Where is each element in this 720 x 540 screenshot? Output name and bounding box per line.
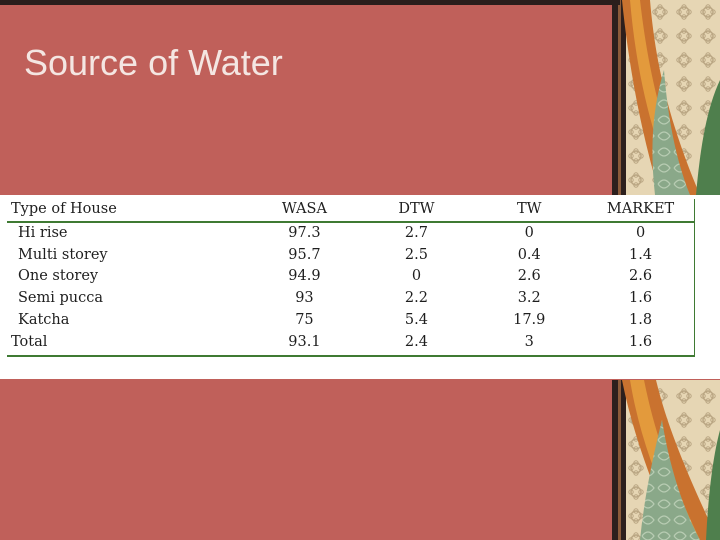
row-label: Hi rise — [18, 225, 68, 241]
header-tw: TW — [472, 199, 587, 223]
water-source-table: Type of House WASA DTW TW MARKET Hi rise… — [7, 199, 695, 357]
cell-market: 1.6 — [586, 331, 695, 357]
row-label: Multi storey — [18, 246, 108, 263]
cell-tw: 0.4 — [517, 246, 541, 263]
cell-dtw: 0 — [411, 268, 422, 285]
table-right-border — [694, 199, 695, 355]
cell-dtw: 2.5 — [404, 246, 428, 263]
header-type-of-house: Type of House — [7, 199, 249, 223]
slide-title: Source of Water — [24, 42, 283, 83]
table-header-row: Type of House WASA DTW TW MARKET — [7, 199, 695, 223]
row-label: Semi pucca — [18, 290, 104, 307]
cell-tw: 3 — [472, 331, 587, 357]
cell-tw: 0 — [524, 225, 534, 241]
cell-wasa: 93 — [295, 290, 314, 307]
cell-market: 1.6 — [629, 290, 653, 307]
table-row: One storey 94.9 0 2.6 2.6 — [7, 266, 695, 288]
cell-dtw: 2.4 — [360, 331, 473, 357]
row-label-total: Total — [7, 331, 249, 357]
cell-wasa: 75 — [295, 311, 314, 328]
cell-tw: 2.6 — [517, 268, 541, 285]
cell-dtw: 5.4 — [404, 311, 428, 328]
cell-market: 2.6 — [629, 268, 653, 285]
header-dtw: DTW — [360, 199, 473, 223]
cell-market: 1.8 — [629, 311, 653, 328]
table-row: Katcha 75 5.4 17.9 1.8 — [7, 310, 695, 332]
cell-wasa: 93.1 — [248, 331, 361, 357]
table-panel: Type of House WASA DTW TW MARKET Hi rise… — [0, 195, 720, 379]
row-label: Katcha — [18, 311, 70, 328]
cell-market: 0 — [635, 225, 646, 241]
table-row: Multi storey 95.7 2.5 0.4 1.4 — [7, 245, 695, 267]
cell-dtw: 2.2 — [404, 290, 428, 307]
cell-market: 1.4 — [629, 246, 653, 263]
cell-tw: 17.9 — [513, 311, 546, 328]
top-frame-bar — [0, 0, 620, 5]
header-wasa: WASA — [248, 199, 361, 223]
table-row: Semi pucca 93 2.2 3.2 1.6 — [7, 288, 695, 310]
cell-tw: 3.2 — [517, 290, 541, 307]
table-row-total: Total 93.1 2.4 3 1.6 — [7, 331, 695, 357]
cell-dtw: 2.7 — [404, 225, 428, 241]
cell-wasa: 97.3 — [288, 225, 321, 241]
cell-wasa: 95.7 — [288, 246, 321, 263]
header-market: MARKET — [586, 199, 695, 223]
cell-wasa: 94.9 — [288, 268, 321, 285]
table-row: Hi rise 97.3 2.7 0 0 — [7, 222, 695, 245]
row-label: One storey — [18, 268, 99, 285]
